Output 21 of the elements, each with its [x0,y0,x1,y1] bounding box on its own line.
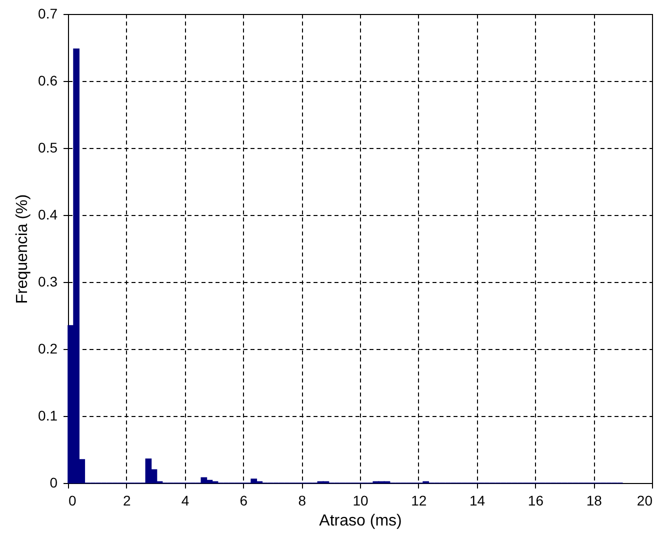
y-tick-label: 0.1 [38,408,58,424]
x-tick-label: 0 [68,492,76,508]
y-tick-label: 0.6 [38,72,58,88]
y-tick-label: 0.5 [38,140,58,156]
x-tick-label: 14 [470,492,486,508]
x-tick-label: 18 [586,492,602,508]
x-tick-label: 4 [181,492,190,508]
x-tick-label: 8 [298,492,306,508]
x-tick-label: 6 [240,492,248,508]
x-tick-label: 10 [352,492,368,508]
x-tick-label: 16 [528,492,544,508]
x-tick-label: 2 [123,492,131,508]
y-tick-label: 0.4 [38,206,58,222]
y-tick-label: 0.7 [38,6,58,22]
x-tick-label: 20 [636,492,653,508]
x-axis-title: Atraso (ms) [319,512,402,530]
y-axis-title: Frequencia (%) [14,194,32,304]
x-tick-label: 12 [411,492,427,508]
y-tick-label: 0.2 [38,340,58,356]
y-tick-label: 0.3 [38,274,58,290]
y-tick-label: 0 [50,474,58,490]
